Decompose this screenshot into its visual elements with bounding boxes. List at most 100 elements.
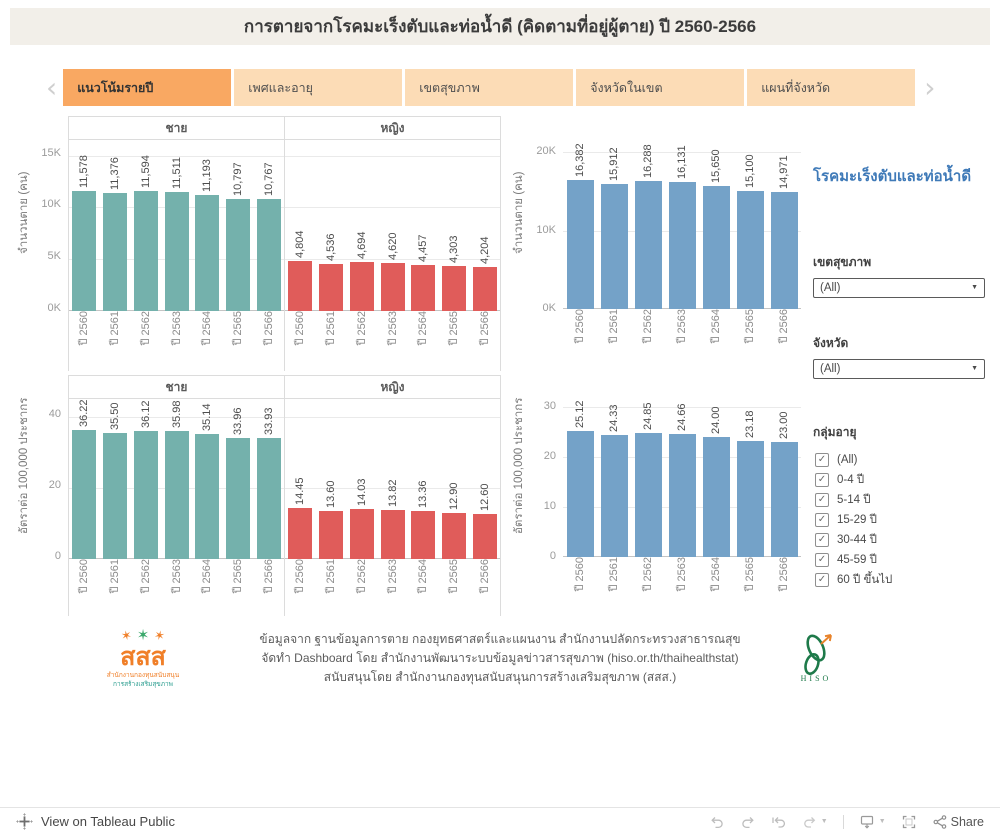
bar[interactable] bbox=[288, 261, 312, 311]
y-axis-ticks: 0 10 20 30 bbox=[527, 375, 563, 562]
bar[interactable] bbox=[103, 433, 127, 559]
panel-หญิง: หญิง 14.45 13.60 14.03 13.82 13.36 12.90 12.60 ป… bbox=[284, 376, 500, 616]
age-option-4[interactable]: ✓ 30-44 ปี bbox=[813, 530, 993, 550]
tab-sex-and-age[interactable]: เพศและอายุ bbox=[234, 69, 403, 106]
bar[interactable] bbox=[669, 182, 696, 309]
age-option-3[interactable]: ✓ 15-29 ปี bbox=[813, 510, 993, 530]
device-layout-icon bbox=[860, 815, 873, 829]
bar[interactable] bbox=[103, 193, 127, 311]
bar-value-label: 12.90 bbox=[448, 482, 460, 510]
bar-value-label: 4,303 bbox=[448, 235, 460, 263]
bar[interactable] bbox=[319, 511, 343, 559]
x-tick-label: ปี 2566 bbox=[263, 311, 275, 346]
view-on-tableau-label: View on Tableau Public bbox=[41, 814, 175, 829]
checkbox-checked-icon[interactable]: ✓ bbox=[815, 572, 829, 587]
bar[interactable] bbox=[165, 192, 189, 311]
bar[interactable] bbox=[703, 186, 730, 309]
chevron-down-icon: ▼ bbox=[971, 365, 978, 373]
bar[interactable] bbox=[601, 184, 628, 309]
device-layout-button[interactable]: ▼ bbox=[859, 814, 886, 830]
refresh-button[interactable]: ▼ bbox=[802, 814, 828, 830]
filter-age-group-label: กลุ่มอายุ bbox=[813, 424, 857, 439]
bar-value-label: 14,971 bbox=[778, 155, 790, 189]
bar[interactable] bbox=[195, 434, 219, 559]
reset-button[interactable] bbox=[771, 814, 787, 830]
tabs-scroll-left-icon[interactable]: ‹ bbox=[46, 70, 58, 104]
bar[interactable] bbox=[226, 199, 250, 311]
age-option-6[interactable]: ✓ 60 ปี ขึ้นไป bbox=[813, 570, 993, 590]
bar[interactable] bbox=[635, 181, 662, 309]
tab-trend-by-year[interactable]: แนวโน้มรายปี bbox=[63, 69, 232, 106]
bar[interactable] bbox=[134, 431, 158, 559]
age-option-0[interactable]: ✓ (All) bbox=[813, 450, 993, 470]
bar[interactable] bbox=[350, 509, 374, 559]
bar[interactable] bbox=[226, 438, 250, 559]
bar[interactable] bbox=[442, 513, 466, 559]
health-region-dropdown[interactable]: (All) ▼ bbox=[813, 277, 985, 298]
bar[interactable] bbox=[134, 191, 158, 311]
province-dropdown[interactable]: (All) ▼ bbox=[813, 358, 985, 379]
redo-button[interactable] bbox=[740, 814, 756, 830]
chevron-down-icon: ▼ bbox=[820, 818, 828, 825]
checkbox-checked-icon[interactable]: ✓ bbox=[815, 552, 829, 567]
bar-value-label: 16,382 bbox=[574, 143, 586, 177]
undo-button[interactable] bbox=[709, 814, 725, 830]
bar[interactable] bbox=[703, 437, 730, 557]
checkbox-checked-icon[interactable]: ✓ bbox=[815, 472, 829, 487]
bar[interactable] bbox=[771, 192, 798, 309]
bar[interactable] bbox=[195, 195, 219, 311]
bar[interactable] bbox=[165, 431, 189, 559]
chevron-down-icon: ▼ bbox=[971, 284, 978, 292]
panel-หญิง: หญิง 4,804 4,536 4,694 4,620 4,457 4,303 4,204 ป… bbox=[284, 117, 500, 371]
checkbox-checked-icon[interactable]: ✓ bbox=[815, 452, 829, 467]
panel-header: ชาย bbox=[69, 376, 284, 399]
bar[interactable] bbox=[601, 435, 628, 557]
age-option-1[interactable]: ✓ 0-4 ปี bbox=[813, 470, 993, 490]
bar[interactable] bbox=[257, 199, 281, 311]
x-tick-label: ปี 2565 bbox=[744, 309, 756, 344]
share-button[interactable]: Share bbox=[932, 814, 984, 830]
age-option-2[interactable]: ✓ 5-14 ปี bbox=[813, 490, 993, 510]
x-tick-label: ปี 2566 bbox=[778, 309, 790, 344]
bar[interactable] bbox=[635, 433, 662, 557]
bar[interactable] bbox=[567, 180, 594, 309]
bar[interactable] bbox=[771, 442, 798, 557]
age-group-options: ✓ (All) ✓ 0-4 ปี ✓ 5-14 ปี ✓ 15-29 ปี ✓ 30-44 ปี ✓… bbox=[813, 450, 993, 590]
tab-province-in-region[interactable]: จังหวัดในเขต bbox=[576, 69, 745, 106]
checkbox-checked-icon[interactable]: ✓ bbox=[815, 532, 829, 547]
toolbar-actions: ▼ ▼ Share bbox=[709, 814, 984, 830]
tab-health-region[interactable]: เขตสุขภาพ bbox=[405, 69, 574, 106]
bar[interactable] bbox=[473, 514, 497, 559]
fullscreen-button[interactable] bbox=[901, 814, 917, 830]
age-option-label: 45-59 ปี bbox=[837, 553, 877, 566]
chart-deaths-total: จำนวนตาย (คน) 0K 10K 20K 16,382 15,912 16,288 1… bbox=[511, 116, 801, 371]
bar[interactable] bbox=[381, 263, 405, 311]
bar[interactable] bbox=[257, 438, 281, 559]
bar[interactable] bbox=[381, 510, 405, 559]
bar[interactable] bbox=[411, 511, 435, 559]
tabs-scroll-right-icon[interactable]: › bbox=[924, 70, 936, 104]
bar[interactable] bbox=[567, 431, 594, 557]
bar[interactable] bbox=[737, 441, 764, 557]
panel-ชาย: ชาย 11,578 11,376 11,594 11,511 11,193 10,797 1… bbox=[69, 117, 284, 371]
bar[interactable] bbox=[350, 262, 374, 311]
bar-value-label: 23.00 bbox=[778, 411, 790, 439]
age-option-5[interactable]: ✓ 45-59 ปี bbox=[813, 550, 993, 570]
tab-province-map[interactable]: แผนที่จังหวัด bbox=[747, 69, 916, 106]
checkbox-checked-icon[interactable]: ✓ bbox=[815, 492, 829, 507]
bar[interactable] bbox=[442, 266, 466, 311]
checkbox-checked-icon[interactable]: ✓ bbox=[815, 512, 829, 527]
bar[interactable] bbox=[737, 191, 764, 309]
bar[interactable] bbox=[669, 434, 696, 557]
bar-value-label: 4,204 bbox=[479, 236, 491, 264]
x-tick-label: ปี 2565 bbox=[232, 559, 244, 594]
view-on-tableau-public[interactable]: View on Tableau Public bbox=[16, 813, 175, 830]
y-tick-label: 5K bbox=[47, 250, 61, 263]
panel-header: หญิง bbox=[285, 117, 500, 140]
bar[interactable] bbox=[288, 508, 312, 559]
bar[interactable] bbox=[319, 264, 343, 311]
bar[interactable] bbox=[473, 267, 497, 311]
bar[interactable] bbox=[72, 430, 96, 559]
bar[interactable] bbox=[72, 191, 96, 311]
bar[interactable] bbox=[411, 265, 435, 311]
